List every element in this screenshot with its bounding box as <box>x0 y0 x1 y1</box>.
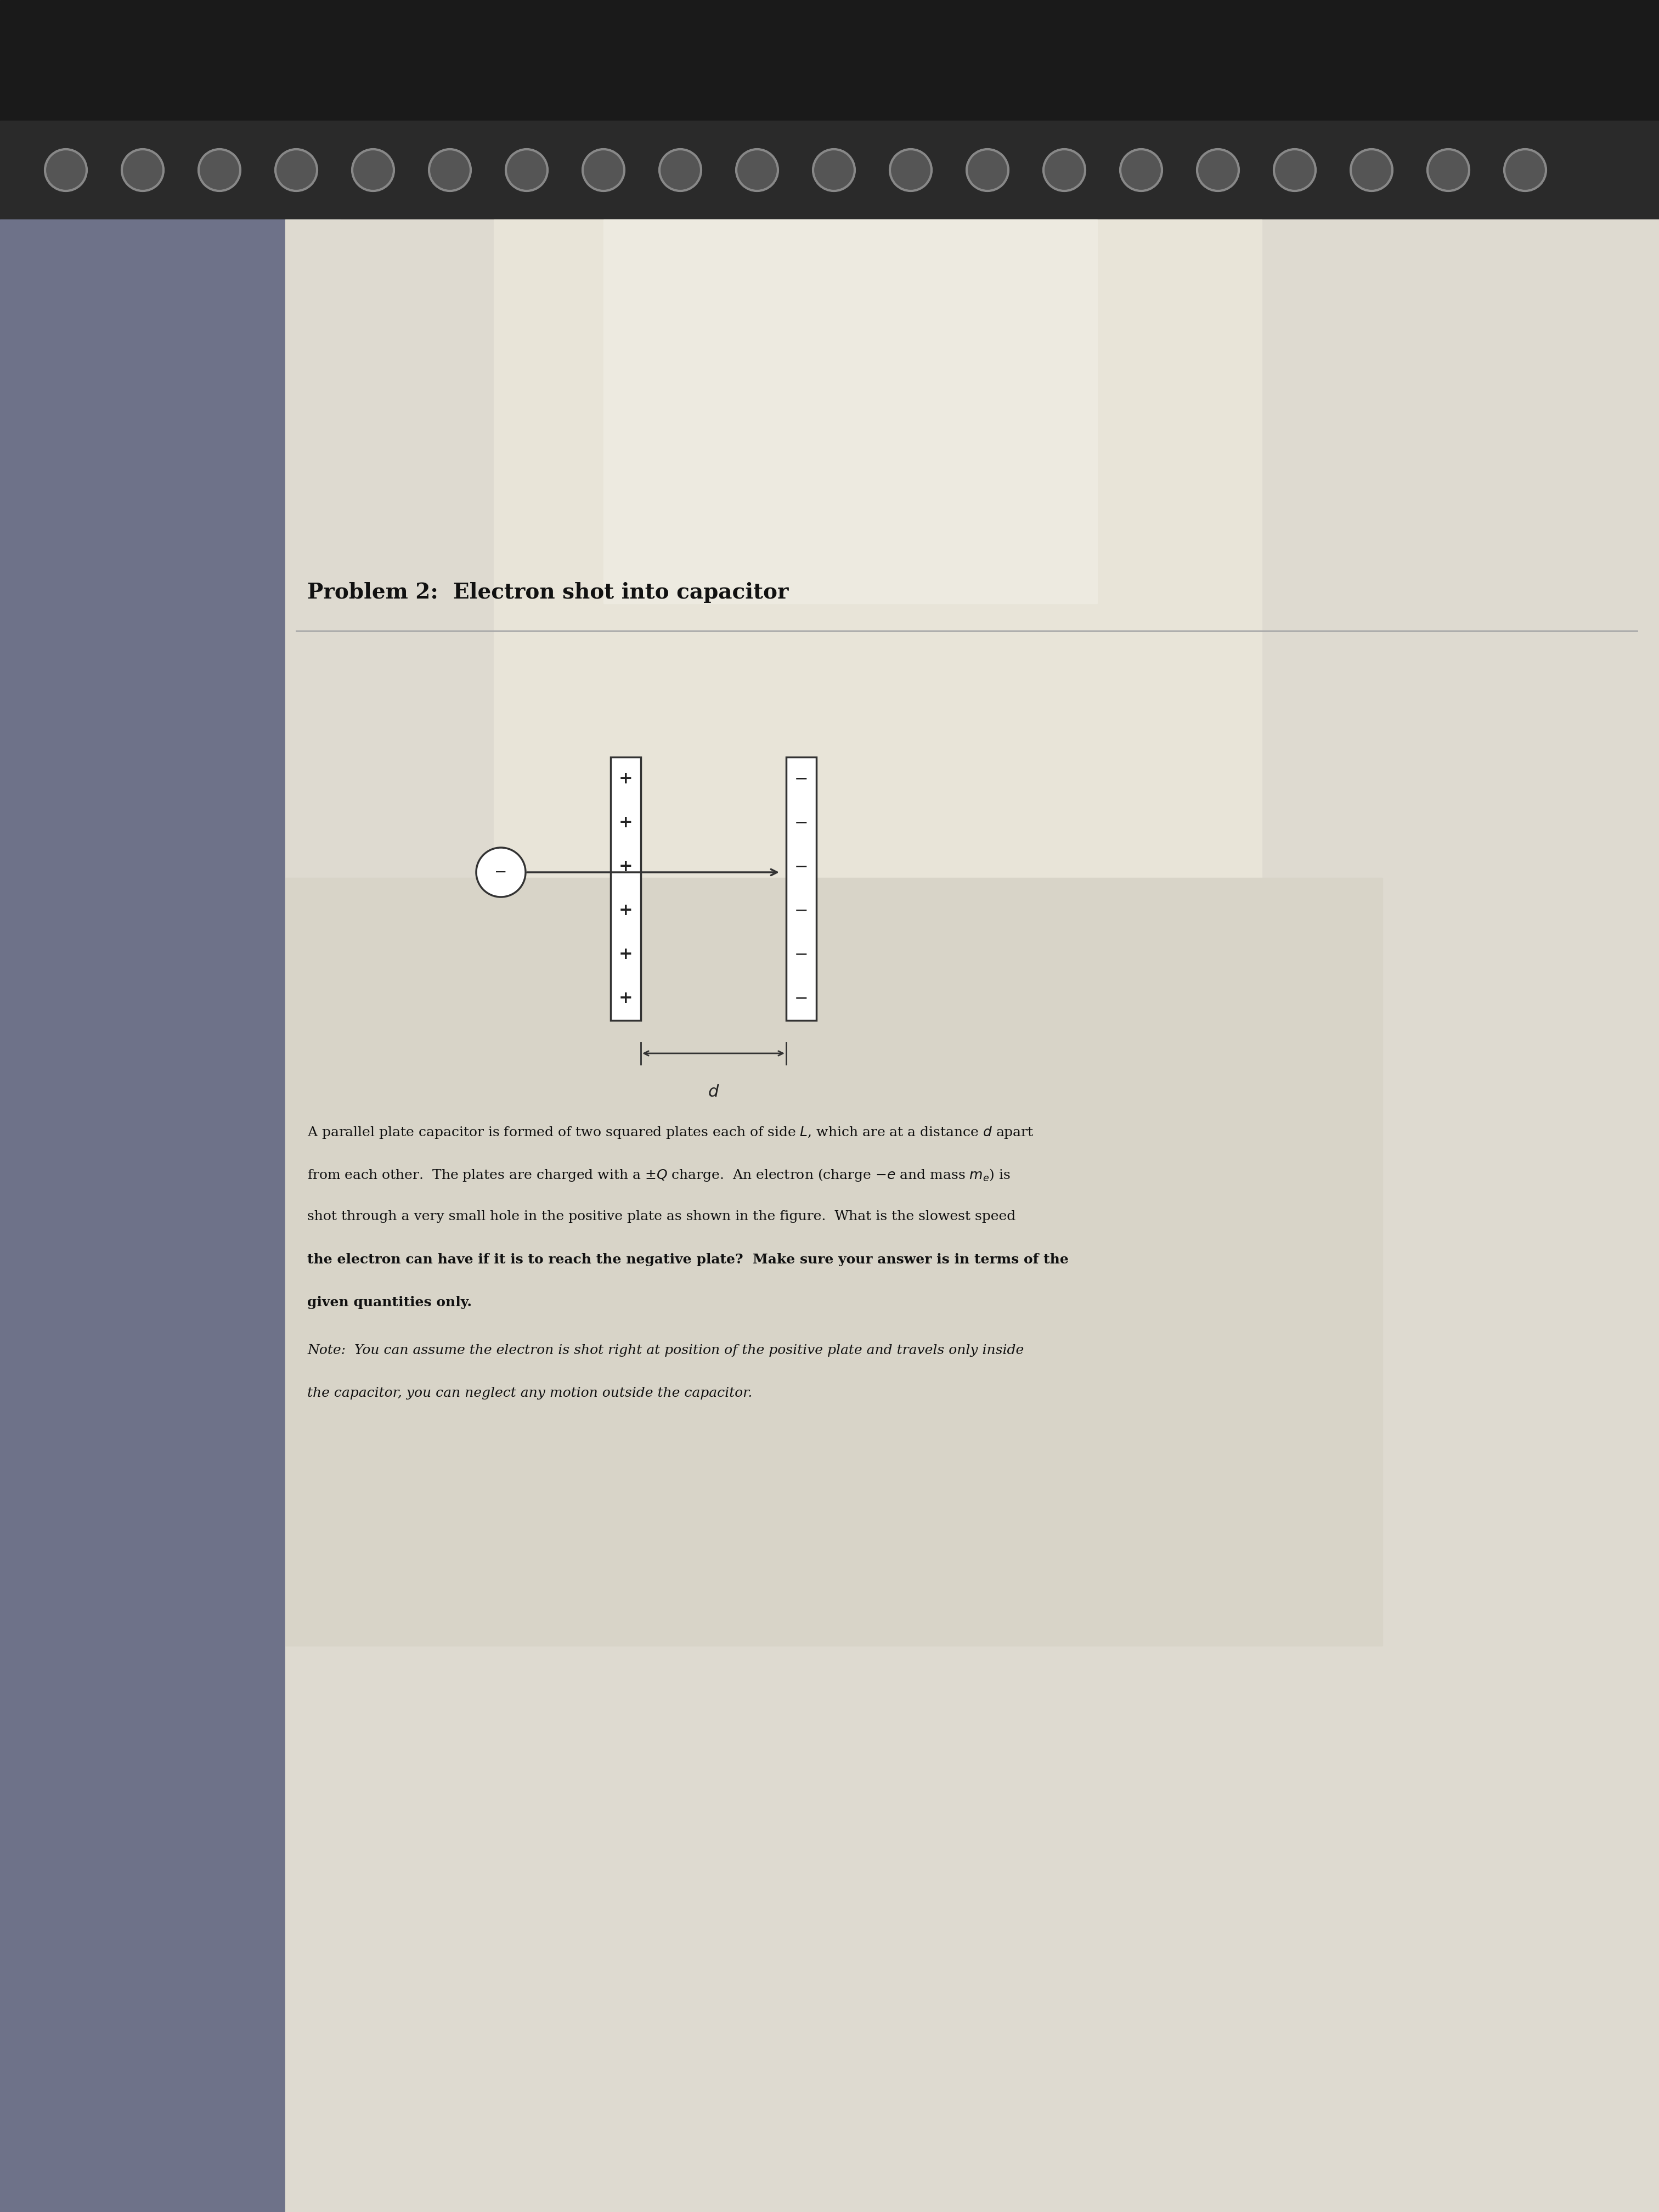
Text: −: − <box>795 947 808 962</box>
Circle shape <box>967 148 1009 190</box>
Circle shape <box>1427 148 1470 190</box>
Bar <box>786 757 816 1020</box>
Circle shape <box>737 148 778 190</box>
Bar <box>285 219 1659 2212</box>
Circle shape <box>659 148 702 190</box>
Bar <box>604 219 1097 604</box>
Circle shape <box>1198 148 1239 190</box>
Circle shape <box>275 148 317 190</box>
Circle shape <box>1120 148 1161 190</box>
Circle shape <box>430 148 471 190</box>
Bar <box>0 0 1659 122</box>
Circle shape <box>45 148 86 190</box>
Bar <box>285 878 1382 1646</box>
Text: the electron can have if it is to reach the negative plate?  Make sure your answ: the electron can have if it is to reach … <box>307 1252 1068 1265</box>
Text: Note:  You can assume the electron is shot right at position of the positive pla: Note: You can assume the electron is sho… <box>307 1345 1024 1356</box>
Bar <box>494 219 1262 878</box>
Text: given quantities only.: given quantities only. <box>307 1296 471 1310</box>
Text: $d$: $d$ <box>708 1084 720 1102</box>
Circle shape <box>476 847 526 898</box>
Text: +: + <box>619 814 632 832</box>
Circle shape <box>1350 148 1392 190</box>
Bar <box>0 122 1659 219</box>
Text: +: + <box>619 772 632 787</box>
Text: +: + <box>619 947 632 962</box>
Circle shape <box>1044 148 1085 190</box>
Text: from each other.  The plates are charged with a $\pm Q$ charge.  An electron (ch: from each other. The plates are charged … <box>307 1168 1010 1183</box>
Circle shape <box>1274 148 1316 190</box>
Circle shape <box>121 148 164 190</box>
Text: shot through a very small hole in the positive plate as shown in the figure.  Wh: shot through a very small hole in the po… <box>307 1210 1015 1223</box>
Text: +: + <box>619 991 632 1006</box>
Circle shape <box>352 148 393 190</box>
Text: −: − <box>795 858 808 874</box>
Text: −: − <box>795 814 808 832</box>
Circle shape <box>1505 148 1546 190</box>
Circle shape <box>889 148 932 190</box>
Circle shape <box>582 148 624 190</box>
Text: −: − <box>795 902 808 918</box>
Text: A parallel plate capacitor is formed of two squared plates each of side $L$, whi: A parallel plate capacitor is formed of … <box>307 1124 1034 1139</box>
Circle shape <box>813 148 854 190</box>
Circle shape <box>506 148 547 190</box>
Text: −: − <box>494 865 508 880</box>
Text: +: + <box>619 858 632 874</box>
Bar <box>0 219 340 2212</box>
Text: Problem 2:  Electron shot into capacitor: Problem 2: Electron shot into capacitor <box>307 582 788 604</box>
Bar <box>611 757 640 1020</box>
Text: +: + <box>619 902 632 918</box>
Text: −: − <box>795 991 808 1006</box>
Text: the capacitor, you can neglect any motion outside the capacitor.: the capacitor, you can neglect any motio… <box>307 1387 752 1400</box>
Text: −: − <box>795 772 808 787</box>
Circle shape <box>199 148 241 190</box>
